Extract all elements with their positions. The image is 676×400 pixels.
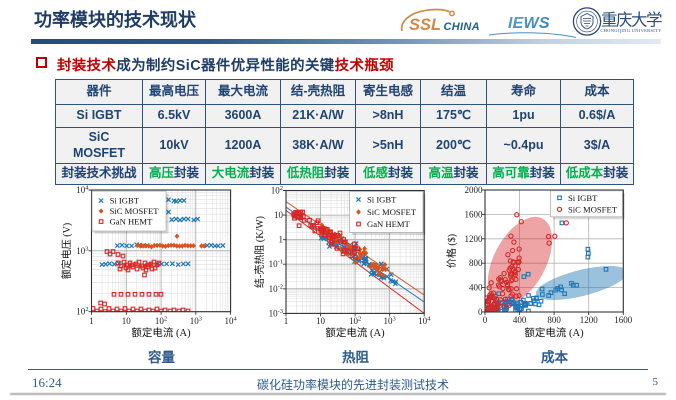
svg-text:1600: 1600 [465,209,484,219]
svg-text:103: 103 [76,245,88,256]
svg-text:CHONGQING UNIVERSITY: CHONGQING UNIVERSITY [600,28,662,33]
svg-text:GaN HEMT: GaN HEMT [367,219,410,229]
svg-text:GaN HEMT: GaN HEMT [110,217,153,227]
svg-text:103: 103 [190,316,202,327]
svg-text:1: 1 [89,316,94,326]
svg-text:400: 400 [469,283,483,293]
svg-text:1: 1 [279,235,284,245]
svg-text:102: 102 [155,316,167,327]
svg-text:额定电流 (A): 额定电流 (A) [524,326,584,339]
svg-text:CHINA: CHINA [444,21,480,33]
svg-text:SiC MOSFET: SiC MOSFET [568,205,618,215]
svg-text:10: 10 [122,316,132,326]
svg-text:102: 102 [76,306,88,317]
svg-text:104: 104 [224,316,237,327]
svg-text:10-2: 10-2 [269,283,283,294]
svg-text:结-壳热阻 (K/W): 结-壳热阻 (K/W) [253,216,266,288]
svg-text:1600: 1600 [614,315,633,325]
svg-text:1200: 1200 [465,234,484,244]
svg-text:10: 10 [316,316,326,326]
svg-text:IEWS: IEWS [508,15,550,32]
svg-text:1200: 1200 [580,315,599,325]
svg-text:102: 102 [271,185,283,196]
svg-text:SSL: SSL [409,16,441,34]
svg-text:重庆大学: 重庆大学 [601,11,662,30]
svg-text:额定电流 (A): 额定电流 (A) [325,326,385,339]
svg-text:0: 0 [483,315,488,325]
svg-text:2000: 2000 [465,185,484,195]
svg-text:102: 102 [349,316,361,327]
svg-text:103: 103 [384,316,396,327]
svg-text:10-3: 10-3 [269,308,283,319]
svg-text:Si IGBT: Si IGBT [367,195,397,205]
svg-text:额定电流 (A): 额定电流 (A) [131,326,191,339]
svg-text:800: 800 [547,315,561,325]
svg-text:SiC MOSFET: SiC MOSFET [110,206,160,216]
svg-text:104: 104 [418,316,431,327]
svg-text:0: 0 [478,307,483,317]
svg-text:额定电压 (V): 额定电压 (V) [60,223,73,279]
svg-text:400: 400 [513,315,527,325]
svg-text:800: 800 [469,258,483,268]
svg-text:价格 ($): 价格 ($) [445,234,458,268]
svg-text:104: 104 [76,185,89,196]
svg-text:10: 10 [274,210,284,220]
svg-text:Si IGBT: Si IGBT [110,196,140,206]
svg-text:1: 1 [284,316,289,326]
svg-text:10-1: 10-1 [269,259,283,270]
svg-text:SiC MOSFET: SiC MOSFET [367,207,417,217]
svg-text:Si IGBT: Si IGBT [568,193,598,203]
